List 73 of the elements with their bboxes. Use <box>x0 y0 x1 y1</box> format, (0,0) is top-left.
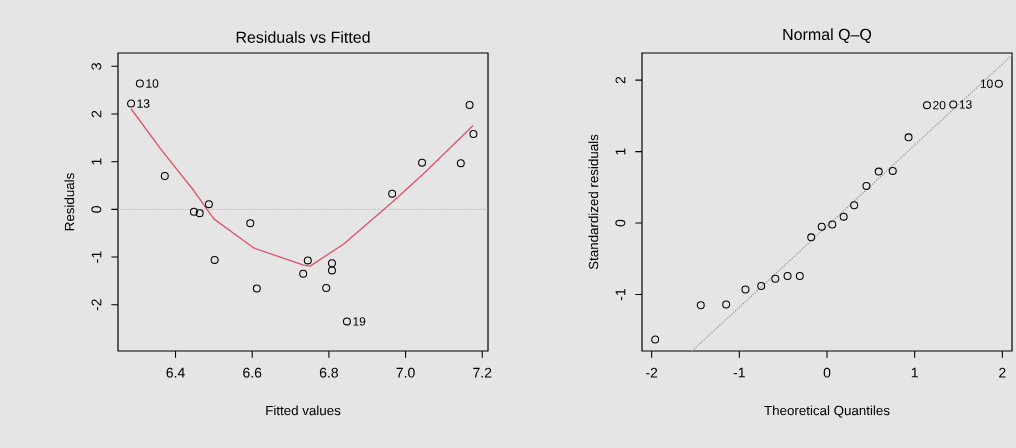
point <box>456 159 465 168</box>
point <box>771 274 780 283</box>
annotation: 13 <box>137 99 150 108</box>
point <box>795 271 804 280</box>
point <box>388 189 397 198</box>
x-axis-title: Theoretical Quantiles <box>764 405 890 418</box>
y-tick-label: 1 <box>615 148 626 155</box>
point <box>418 158 427 167</box>
point <box>322 284 331 293</box>
annotation: 13 <box>959 100 972 109</box>
point <box>741 285 750 294</box>
point <box>327 266 336 275</box>
y-tick-label: 1 <box>91 158 102 165</box>
point <box>303 256 312 265</box>
x-tick-label: -1 <box>733 367 745 378</box>
point <box>210 255 219 264</box>
x-tick-label: -2 <box>646 367 658 378</box>
point <box>299 269 308 278</box>
x-tick-label: 2 <box>999 367 1006 378</box>
point <box>904 133 913 142</box>
point <box>246 219 255 228</box>
x-axis-title: Fitted values <box>266 405 341 416</box>
point <box>127 99 136 108</box>
point <box>722 300 731 309</box>
y-tick-label: 2 <box>615 76 626 84</box>
point <box>817 222 826 231</box>
y-tick-label: -1 <box>91 251 102 263</box>
y-tick-label: 0 <box>615 219 626 227</box>
point <box>922 101 931 110</box>
point <box>828 220 837 229</box>
y-tick-label: -1 <box>615 289 626 301</box>
x-tick-label: 6.8 <box>319 367 339 378</box>
point <box>850 201 859 210</box>
y-axis-title: Residuals <box>64 173 75 231</box>
annotation: 20 <box>933 100 946 110</box>
point <box>204 200 213 209</box>
point <box>807 233 816 242</box>
point <box>874 167 883 176</box>
y-tick-label: 2 <box>91 110 102 118</box>
point <box>651 335 660 344</box>
annotation: 10 <box>146 79 159 88</box>
point <box>949 100 958 109</box>
x-tick-label: 0 <box>823 367 831 378</box>
y-tick-label: -2 <box>91 299 102 311</box>
point <box>465 100 474 109</box>
annotation: 19 <box>353 317 366 326</box>
point <box>783 271 792 280</box>
point <box>160 171 169 180</box>
x-tick-label: 6.6 <box>243 367 262 378</box>
line-series <box>130 108 474 267</box>
point <box>994 79 1003 88</box>
point <box>696 301 705 310</box>
point <box>342 317 351 326</box>
point <box>839 212 848 221</box>
point <box>862 181 871 190</box>
y-axis-title: Standardized residuals <box>588 134 599 270</box>
point <box>189 207 198 216</box>
y-tick-label: 0 <box>91 206 102 213</box>
annotation: 10 <box>980 79 993 88</box>
chart-title: Normal Q–Q <box>783 28 872 43</box>
x-tick-label: 7.2 <box>473 367 492 378</box>
point <box>195 209 204 218</box>
y-tick-label: 3 <box>91 63 102 70</box>
point <box>135 79 144 88</box>
point <box>252 284 261 293</box>
point <box>469 130 478 139</box>
point <box>327 259 336 268</box>
x-tick-label: 6.4 <box>166 367 185 378</box>
x-tick-label: 1 <box>911 367 918 378</box>
point <box>888 166 897 175</box>
point <box>757 281 766 290</box>
chart-title: Residuals vs Fitted <box>236 31 370 43</box>
x-tick-label: 7.0 <box>396 367 415 378</box>
